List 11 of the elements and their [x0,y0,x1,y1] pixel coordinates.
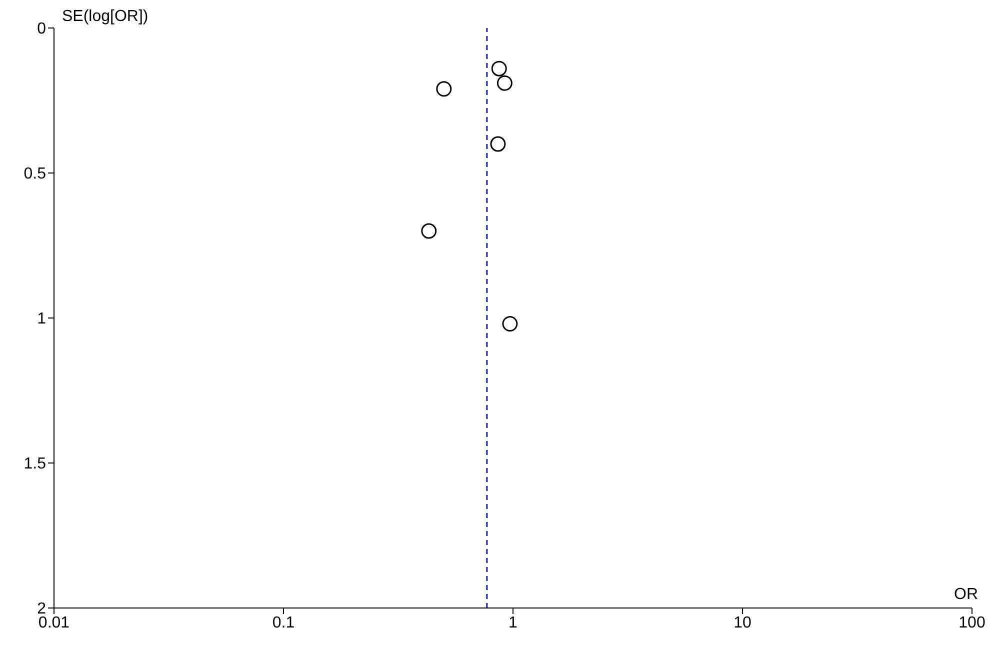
x-axis-title: OR [954,586,978,604]
y-tick-label: 1.5 [24,456,46,473]
y-tick-label: 0.5 [24,166,46,183]
x-tick-label: 100 [958,614,986,632]
y-tick-label: 1 [37,310,46,328]
x-tick-label: 1 [508,614,518,632]
x-tick-label: 0.1 [272,614,295,632]
y-axis-title: SE(log[OR]) [62,8,148,26]
x-tick-label: 0.01 [38,614,70,632]
x-tick-label: 10 [734,614,752,632]
y-tick-label: 0 [37,20,46,38]
